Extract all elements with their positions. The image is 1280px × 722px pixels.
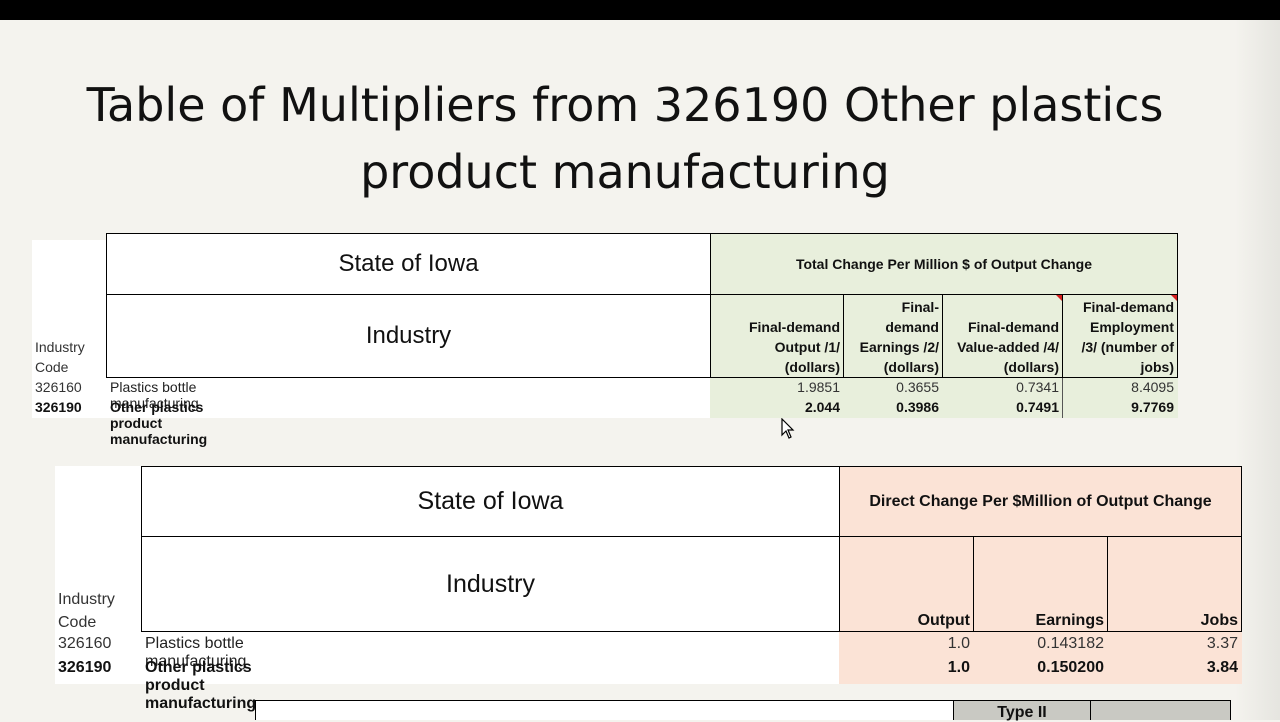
table1-industry-header: Industry (106, 294, 711, 378)
table2-industry-header: Industry (141, 536, 840, 632)
col-line: /3/ (number of (1081, 339, 1174, 355)
table1-row-1-industry: Plastics bottle manufacturing (110, 379, 199, 411)
table1-row-1-value-added: 0.7341 (1016, 379, 1059, 395)
table1-row-separator (1062, 378, 1063, 418)
col-line: (dollars) (883, 359, 939, 375)
table3-gray-cell (1090, 700, 1231, 720)
table1-col-earnings: Final-demand Earnings /2/ (dollars) (843, 294, 943, 378)
table3-header-text: Type II (997, 704, 1047, 721)
code-header-line: Industry (35, 339, 85, 355)
comment-marker-icon (1056, 295, 1062, 301)
table1-row-1-code: 326160 (35, 379, 82, 395)
comment-marker-icon (1171, 295, 1177, 301)
col-line: jobs) (1140, 359, 1174, 375)
code-header-line: Code (58, 614, 97, 631)
table1-col-value-added: Final-demand Value-added /4/ (dollars) (942, 294, 1063, 378)
table2-group-header: Direct Change Per $Million of Output Cha… (839, 466, 1242, 537)
slide-title-line-1: Table of Multipliers from 326190 Other p… (86, 78, 1164, 132)
table2-row-1-output: 1.0 (947, 635, 970, 652)
col-line: Final-demand (967, 319, 1059, 335)
table2-peach-area (839, 466, 1242, 684)
table1-green-area (710, 233, 1178, 418)
video-top-bar (0, 0, 1280, 20)
table1-row-2-value-added: 0.7491 (1016, 399, 1059, 415)
table1-row-2-output: 2.044 (804, 399, 840, 415)
table3-white-header (255, 700, 954, 720)
col-line: Value-added /4/ (957, 339, 1059, 355)
table2-row-2-jobs: 3.84 (1206, 659, 1238, 676)
table2-row-1-code: 326160 (58, 635, 112, 652)
col-line: demand (885, 319, 939, 335)
table1-row-2-industry: Other plastics product manufacturing (110, 399, 208, 447)
col-line: Final-demand (1082, 299, 1174, 315)
table2-col-earnings: Earnings (973, 536, 1108, 632)
table3-partial-header: Type II (953, 700, 1091, 721)
col-line: Final- (901, 299, 939, 315)
table1-row-1-output: 1.9851 (797, 379, 840, 395)
col-line: Output /1/ (774, 339, 840, 355)
table2-row-2-earnings: 0.150200 (1037, 659, 1104, 676)
table2-row-1-earnings: 0.143182 (1037, 635, 1104, 652)
col-line: (dollars) (1003, 359, 1059, 375)
table2-col-jobs: Jobs (1107, 536, 1242, 632)
col-line: (dollars) (784, 359, 840, 375)
mouse-pointer-icon (781, 418, 795, 439)
code-header-line: Industry (58, 591, 115, 608)
slide-title-line-2: product manufacturing (360, 145, 890, 199)
slide-edge-shade (1235, 20, 1280, 720)
table1-row-2-code: 326190 (35, 399, 82, 415)
table1-row-2-employment: 9.7769 (1131, 399, 1174, 415)
table1-row-1-earnings: 0.3655 (896, 379, 939, 395)
code-header-line: Code (35, 359, 69, 375)
table2-region-header: State of Iowa (141, 466, 840, 537)
table1-group-header: Total Change Per Million $ of Output Cha… (710, 233, 1178, 295)
table2-row-2-output: 1.0 (947, 659, 970, 676)
table1-code-header: Industry Code (35, 337, 105, 377)
table1-row-2-earnings: 0.3986 (896, 399, 939, 415)
table2-row-2-code: 326190 (58, 659, 112, 676)
col-line: Final-demand (748, 319, 840, 335)
table1-col-output: Final-demand Output /1/ (dollars) (710, 294, 844, 378)
table2-col-output: Output (839, 536, 974, 632)
col-line: Employment (1089, 319, 1174, 335)
col-line: Earnings /2/ (859, 339, 939, 355)
table2-code-header: Industry Code (58, 588, 138, 634)
table2-row-1-jobs: 3.37 (1206, 635, 1238, 652)
table1-col-employment: Final-demand Employment/3/ (number of jobs… (1062, 294, 1178, 378)
table2-row-2-industry: Other plastics product manufacturing (145, 659, 257, 712)
table1-row-1-employment: 8.4095 (1131, 379, 1174, 395)
table1-region-header: State of Iowa (106, 233, 711, 295)
table2-row-1-industry: Plastics bottle manufacturing (145, 635, 247, 670)
